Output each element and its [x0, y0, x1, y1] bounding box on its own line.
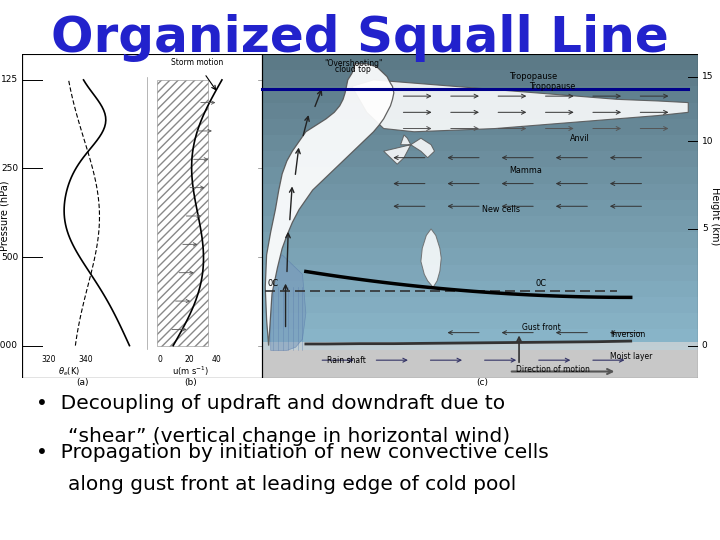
Text: Direction of motion: Direction of motion — [516, 366, 590, 374]
Polygon shape — [352, 80, 688, 132]
Polygon shape — [384, 135, 434, 164]
Bar — [262, 119, 698, 135]
Text: 15: 15 — [702, 72, 714, 81]
Bar — [262, 167, 698, 184]
Bar — [262, 281, 698, 297]
Text: (a): (a) — [76, 378, 89, 387]
Bar — [262, 103, 698, 119]
Bar — [262, 216, 698, 232]
Text: 1000: 1000 — [0, 341, 18, 350]
Text: along gust front at leading edge of cold pool: along gust front at leading edge of cold… — [68, 475, 517, 494]
Text: Gust front: Gust front — [523, 323, 561, 332]
Text: 0C: 0C — [267, 279, 279, 288]
Text: 40: 40 — [212, 355, 221, 364]
Text: Organized Squall Line: Organized Squall Line — [51, 14, 669, 62]
Text: (c): (c) — [476, 378, 488, 387]
Text: Height (km): Height (km) — [711, 187, 720, 245]
Text: u(m s$^{-1}$): u(m s$^{-1}$) — [172, 365, 210, 379]
Bar — [262, 329, 698, 346]
Bar — [262, 248, 698, 265]
Text: 0C: 0C — [536, 279, 547, 288]
Text: New cells: New cells — [482, 205, 520, 214]
Text: Tropopause: Tropopause — [529, 82, 575, 91]
Text: •  Propagation by initiation of new convective cells: • Propagation by initiation of new conve… — [36, 443, 549, 462]
Text: $\theta_e$(K): $\theta_e$(K) — [58, 365, 80, 377]
Text: cloud top: cloud top — [336, 65, 371, 75]
Bar — [262, 342, 698, 350]
Bar — [262, 184, 698, 200]
Text: Pressure (hPa): Pressure (hPa) — [0, 181, 9, 251]
Text: 250: 250 — [1, 164, 18, 173]
Text: 0: 0 — [158, 355, 163, 364]
Text: Rain shaft: Rain shaft — [327, 356, 366, 364]
Text: “shear” (vertical change in horizontal wind): “shear” (vertical change in horizontal w… — [68, 427, 510, 446]
Bar — [262, 54, 698, 70]
Text: "Overshooting": "Overshooting" — [324, 59, 382, 68]
Text: 340: 340 — [78, 355, 93, 364]
Bar — [262, 232, 698, 248]
Bar — [262, 86, 698, 103]
Text: (b): (b) — [184, 378, 197, 387]
Text: Storm motion: Storm motion — [171, 58, 224, 67]
Text: Moist layer: Moist layer — [611, 353, 653, 361]
Bar — [22, 54, 262, 378]
Text: Tropopause: Tropopause — [509, 72, 557, 81]
Bar — [262, 297, 698, 313]
Bar — [262, 313, 698, 329]
Bar — [262, 265, 698, 281]
Text: Mamma: Mamma — [509, 166, 541, 175]
Bar — [262, 135, 698, 151]
Bar — [262, 346, 698, 362]
Polygon shape — [265, 64, 394, 346]
Text: •  Decoupling of updraft and downdraft due to: • Decoupling of updraft and downdraft du… — [36, 394, 505, 413]
Bar — [262, 151, 698, 167]
Bar — [262, 200, 698, 216]
Text: 320: 320 — [42, 355, 56, 364]
Polygon shape — [271, 255, 306, 350]
Bar — [157, 80, 207, 346]
Text: 0: 0 — [702, 341, 708, 350]
Text: 5: 5 — [702, 225, 708, 233]
Text: 500: 500 — [1, 253, 18, 261]
Text: Inversion: Inversion — [611, 330, 646, 339]
Bar — [262, 70, 698, 86]
Text: Anvil: Anvil — [570, 134, 590, 143]
Polygon shape — [421, 229, 441, 287]
Bar — [262, 362, 698, 378]
Bar — [262, 54, 698, 378]
Text: 10: 10 — [702, 137, 714, 146]
Text: 125: 125 — [1, 76, 18, 84]
Bar — [262, 350, 698, 378]
Text: 20: 20 — [184, 355, 194, 364]
